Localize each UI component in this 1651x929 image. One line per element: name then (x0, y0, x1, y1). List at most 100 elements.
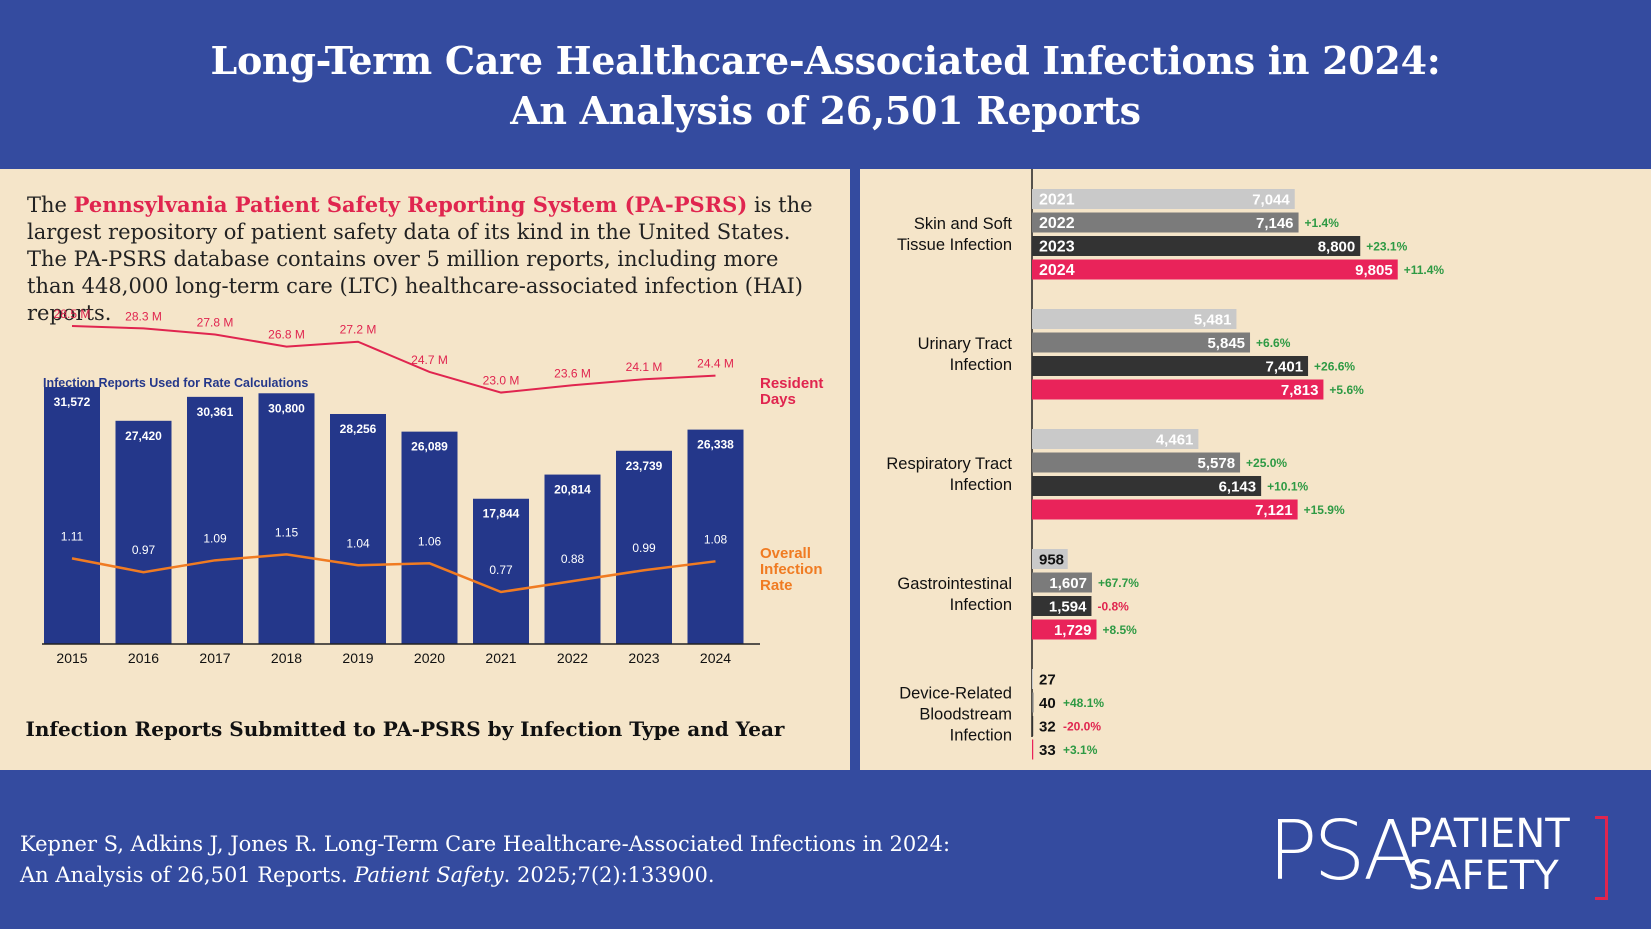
intro-prefix: The (27, 193, 74, 217)
year-label-2022: 2022 (1039, 215, 1075, 232)
report-bar-label-2021: 17,844 (483, 507, 520, 521)
resident-days-label-2020: 24.7 M (411, 353, 448, 367)
x-tick-2019: 2019 (342, 650, 373, 666)
report-bar-2020 (401, 431, 458, 644)
resident-days-label-2021: 23.0 M (483, 374, 520, 388)
category-label-0-1: Tissue Infection (897, 236, 1012, 254)
bar-3-2024 (1032, 619, 1097, 640)
year-label-2023: 2023 (1039, 239, 1075, 256)
category-label-3-1: Infection (950, 596, 1012, 614)
category-label-1-0: Urinary Tract (918, 335, 1013, 353)
value-label-2-2022: 5,578 (1198, 455, 1236, 472)
bar-2-2023 (1032, 476, 1262, 496)
resident-days-label-2016: 28.3 M (125, 309, 162, 323)
report-bar-2024 (687, 429, 744, 644)
change-label-3-2022: +67.7% (1098, 576, 1139, 590)
legend-infection-rate-0: Overall (760, 545, 811, 562)
report-bar-2022 (544, 474, 601, 644)
year-label-2021: 2021 (1039, 192, 1075, 209)
infection-rate-label-2016: 0.97 (132, 543, 156, 557)
change-label-1-2022: +6.6% (1256, 336, 1291, 350)
infection-rate-label-2020: 1.06 (418, 534, 442, 548)
resident-days-label-2018: 26.8 M (268, 328, 305, 342)
bar-2-2024 (1032, 499, 1298, 520)
bar-0-2022 (1032, 212, 1299, 233)
x-tick-2020: 2020 (414, 650, 445, 666)
category-label-1-1: Infection (950, 356, 1012, 374)
legend-resident-days-1: Days (760, 391, 796, 408)
infection-rate-line (71, 553, 716, 594)
change-label-4-2024: +3.1% (1063, 743, 1098, 757)
report-bar-2016 (115, 420, 172, 644)
page-title-line-2: An Analysis of 26,501 Reports (510, 88, 1141, 133)
bar-2-2021 (1032, 429, 1199, 449)
bar-1-2022 (1032, 332, 1251, 353)
resident-days-label-2017: 27.8 M (197, 315, 234, 329)
chart-caption: Infection Reports Submitted to PA-PSRS b… (25, 717, 785, 741)
value-label-4-2023: 32 (1039, 719, 1056, 736)
bar-0-2021 (1032, 189, 1295, 209)
change-label-3-2024: +8.5% (1102, 623, 1137, 637)
report-bar-label-2019: 28,256 (340, 422, 377, 436)
x-tick-2015: 2015 (56, 650, 87, 666)
value-label-1-2022: 5,845 (1207, 335, 1245, 352)
value-label-4-2021: 27 (1039, 672, 1056, 689)
bar-4-2023 (1032, 716, 1034, 736)
logo-word-safety: SAFETY (1408, 853, 1559, 899)
x-tick-2021: 2021 (485, 650, 516, 666)
x-tick-2024: 2024 (700, 650, 731, 666)
logo-bracket-icon (1595, 816, 1608, 900)
intro-paragraph: The Pennsylvania Patient Safety Reportin… (27, 191, 827, 327)
report-bar-label-2017: 30,361 (197, 405, 234, 419)
resident-days-label-2023: 24.1 M (626, 360, 663, 374)
report-bar-2018 (258, 393, 315, 644)
change-label-1-2023: +26.6% (1314, 360, 1355, 374)
category-label-4-0: Device-Related (899, 684, 1012, 702)
resident-days-label-2015: 28.5 M (54, 309, 91, 321)
citation: Kepner S, Adkins J, Jones R. Long-Term C… (20, 829, 950, 891)
category-label-3-0: Gastrointestinal (897, 575, 1012, 593)
report-bar-2017 (187, 396, 243, 644)
bar-3-2023 (1032, 596, 1092, 616)
citation-title-part: An Analysis of 26,501 Reports. (20, 863, 355, 887)
category-label-4-1: Bloodstream (919, 705, 1012, 723)
bars-series-label: Infection Reports Used for Rate Calculat… (43, 376, 308, 390)
bar-0-2024 (1032, 259, 1398, 280)
value-label-4-2024: 33 (1039, 742, 1056, 759)
change-label-2-2022: +25.0% (1246, 456, 1287, 470)
bar-3-2022 (1032, 572, 1092, 593)
value-label-1-2021: 5,481 (1194, 312, 1232, 329)
citation-line-2: An Analysis of 26,501 Reports. Patient S… (20, 860, 950, 891)
report-bar-label-2023: 23,739 (626, 459, 663, 473)
bar-2-2022 (1032, 452, 1241, 473)
infection-rate-label-2022: 0.88 (561, 552, 585, 566)
infection-type-chart: Skin and Soft Tissue Infection 2021 7,044 20… (886, 169, 1444, 760)
x-tick-2018: 2018 (271, 650, 302, 666)
change-label-4-2023: -20.0% (1063, 720, 1101, 734)
report-bar-2021 (473, 498, 529, 644)
category-label-2-1: Infection (950, 476, 1012, 494)
intro-suffix: is the largest repository of patient saf… (27, 193, 813, 325)
infection-rate-label-2023: 0.99 (632, 541, 656, 555)
left-panel: The Pennsylvania Patient Safety Reportin… (0, 169, 850, 770)
change-label-2-2023: +10.1% (1267, 480, 1308, 494)
x-tick-2017: 2017 (199, 650, 230, 666)
value-label-0-2021: 7,044 (1252, 192, 1290, 209)
right-panel: Skin and Soft Tissue Infection 2021 7,044 20… (860, 169, 1651, 770)
resident-days-label-2022: 23.6 M (554, 366, 591, 380)
value-label-4-2022: 40 (1039, 695, 1056, 712)
resident-days-label-2019: 27.2 M (340, 323, 377, 337)
citation-journal: Patient Safety (354, 863, 504, 887)
change-label-3-2023: -0.8% (1097, 600, 1129, 614)
change-label-0-2023: +23.1% (1366, 240, 1407, 254)
yearly-trend-chart: Infection Reports Used for Rate Calculat… (42, 309, 823, 666)
infection-rate-label-2018: 1.15 (275, 525, 299, 539)
change-label-4-2022: +48.1% (1063, 696, 1104, 710)
value-label-3-2022: 1,607 (1049, 575, 1087, 592)
bar-1-2021 (1032, 309, 1237, 329)
psa-patient-safety-logo: PSA PATIENT SAFETY (1268, 804, 1608, 900)
report-bar-label-2020: 26,089 (411, 440, 448, 454)
value-label-3-2024: 1,729 (1054, 622, 1092, 639)
year-label-2024: 2024 (1039, 262, 1075, 279)
intro-highlight: Pennsylvania Patient Safety Reporting Sy… (73, 192, 748, 217)
